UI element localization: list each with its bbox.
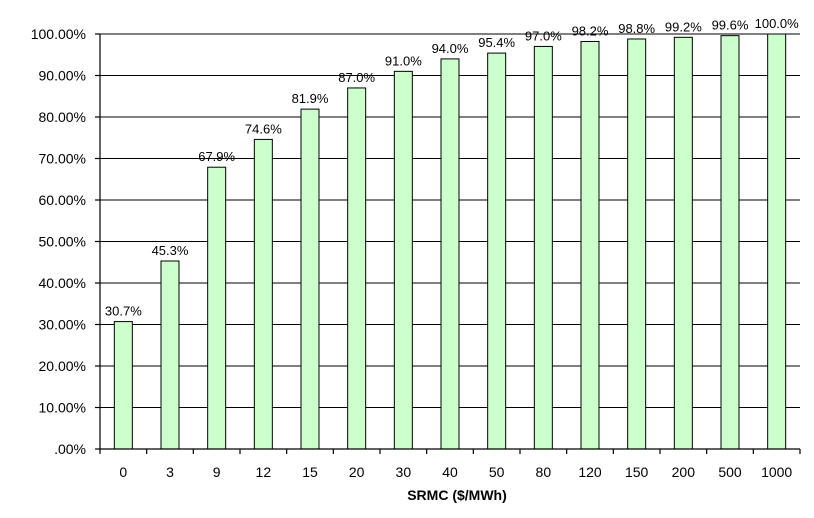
x-tick-label: 40 [442, 464, 458, 480]
data-label: 30.7% [105, 304, 142, 319]
axes [95, 33, 801, 454]
bar [533, 45, 553, 450]
x-tick-label: 20 [349, 464, 365, 480]
bar [113, 321, 133, 450]
bar [160, 260, 180, 450]
data-label: 97.0% [525, 28, 562, 43]
y-tick-label: 80.00% [39, 109, 86, 125]
bar [580, 40, 600, 450]
data-label: 87.0% [338, 70, 375, 85]
data-label: 45.3% [152, 243, 189, 258]
y-tick-label: 50.00% [39, 234, 86, 250]
bar [767, 33, 787, 450]
x-axis-title: SRMC ($/MWh) [407, 487, 507, 503]
data-label: 94.0% [432, 41, 469, 56]
bar [440, 58, 460, 450]
data-label: 98.2% [572, 23, 609, 38]
data-label: 99.2% [665, 19, 702, 34]
bar [253, 138, 273, 450]
y-tick-label: 30.00% [39, 317, 86, 333]
y-tick-label: 60.00% [39, 192, 86, 208]
bar [207, 166, 227, 450]
bar [347, 87, 367, 450]
bar [300, 108, 320, 450]
x-tick-label: 15 [302, 464, 318, 480]
x-tick-label: 12 [256, 464, 272, 480]
x-tick-label: 30 [396, 464, 412, 480]
y-tick-label: 40.00% [39, 275, 86, 291]
data-labels: 30.7% 45.3% 67.9% 74.6% 81.9% 87.0% 91.0% 94.0%… [105, 16, 799, 319]
y-tick-label: .00% [54, 441, 86, 457]
y-tick-labels: .00% 10.00% 20.00% 30.00% 40.00% 50.00% 60.00%… [31, 26, 86, 457]
x-tick-label: 120 [578, 464, 602, 480]
data-label: 81.9% [292, 91, 329, 106]
x-tick-label: 3 [166, 464, 174, 480]
bars [113, 33, 787, 450]
y-tick-label: 70.00% [39, 151, 86, 167]
bar [487, 52, 507, 450]
y-tick-label: 20.00% [39, 358, 86, 374]
x-tick-label: 200 [672, 464, 696, 480]
x-tick-label: 9 [213, 464, 221, 480]
x-tick-label: 50 [489, 464, 505, 480]
x-tick-label: 0 [119, 464, 127, 480]
data-label: 99.6% [712, 18, 749, 33]
y-tick-label: 90.00% [39, 68, 86, 84]
y-tick-label: 10.00% [39, 400, 86, 416]
bar [720, 35, 740, 450]
x-tick-label: 500 [718, 464, 742, 480]
data-label: 95.4% [478, 35, 515, 50]
data-label: 100.0% [755, 16, 800, 31]
x-tick-label: 80 [536, 464, 552, 480]
bar [627, 38, 647, 450]
bar [393, 70, 413, 450]
data-label: 98.8% [618, 21, 655, 36]
data-label: 67.9% [198, 149, 235, 164]
data-label: 91.0% [385, 53, 422, 68]
bar [673, 36, 693, 450]
x-tick-label: 1000 [761, 464, 792, 480]
x-tick-label: 150 [625, 464, 649, 480]
y-tick-label: 100.00% [31, 26, 86, 42]
x-tick-labels: 0 3 9 12 15 20 30 40 50 80 120 150 200 500 1000 [119, 464, 792, 480]
data-label: 74.6% [245, 121, 282, 136]
